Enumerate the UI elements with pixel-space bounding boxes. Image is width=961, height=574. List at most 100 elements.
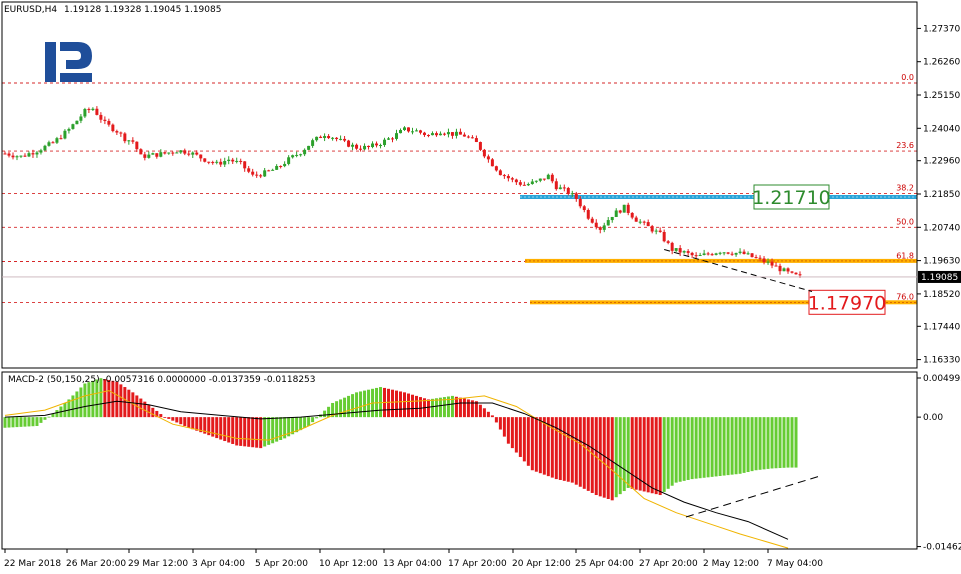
candle [247, 165, 251, 174]
macd-histogram-bar [295, 417, 299, 433]
macd-histogram-bar [714, 417, 718, 477]
candle [115, 129, 119, 136]
candle [502, 173, 506, 179]
macd-histogram-bar [558, 417, 562, 480]
fib-level-label: 23.6 [896, 141, 914, 150]
candle [327, 134, 331, 140]
macd-histogram-bar [127, 389, 131, 418]
macd-histogram-bar [650, 417, 654, 494]
y-tick-label: 1.19630 [923, 257, 960, 267]
candle [550, 173, 554, 184]
macd-histogram-bar [315, 417, 319, 419]
macd-histogram-bar [518, 417, 522, 457]
resistance-price-label: 1.21710 [752, 187, 831, 209]
resistance-price-box [753, 184, 830, 210]
macd-histogram-bar [379, 387, 383, 418]
macd-histogram-bar [183, 417, 187, 426]
macd-histogram-bar [430, 398, 434, 418]
candle [235, 157, 239, 164]
macd-histogram-bar [410, 394, 414, 418]
candle [31, 149, 35, 158]
candle [762, 256, 766, 265]
macd-histogram-bar [506, 417, 510, 444]
candle [626, 202, 630, 216]
candle [590, 216, 594, 224]
macd-histogram-bar [546, 417, 550, 477]
macd-histogram-bar [99, 378, 103, 418]
x-tick-label: 13 Apr 04:00 [383, 559, 442, 569]
candle [135, 141, 139, 153]
macd-histogram-bar [291, 417, 295, 435]
broker-logo [44, 38, 94, 86]
macd-histogram-bar [670, 417, 674, 486]
candle [399, 128, 403, 134]
trendlines [664, 249, 813, 292]
macd-histogram-bar [414, 395, 418, 418]
macd-y-tick-label: 0.00 [923, 413, 943, 423]
candle [275, 164, 279, 170]
candle [163, 152, 167, 155]
macd-histogram-bar [51, 413, 55, 418]
candle [47, 140, 51, 147]
candle [558, 184, 562, 190]
candle [406, 127, 410, 133]
candle [43, 144, 47, 151]
candle [287, 155, 291, 166]
candle [339, 135, 343, 141]
candle [538, 178, 542, 183]
candle [391, 137, 395, 143]
candle [442, 132, 446, 136]
macd-histogram-bar [466, 399, 470, 418]
candle [634, 215, 638, 222]
candle [127, 139, 131, 145]
candle [223, 157, 227, 167]
macd-histogram-bar [251, 417, 255, 448]
candle [159, 149, 163, 158]
macd-histogram-bar [387, 388, 391, 418]
candle [87, 107, 91, 114]
candle [654, 228, 658, 235]
macd-histogram-bar [263, 417, 267, 447]
macd-histogram-bar [239, 417, 243, 446]
candle [738, 248, 742, 255]
macd-histogram-bar [486, 411, 490, 418]
macd-histogram-bar [406, 393, 410, 418]
fib-level-label: 76.0 [896, 293, 914, 302]
candle [191, 151, 195, 159]
macd-histogram-bar [482, 408, 486, 418]
candle [466, 135, 470, 139]
macd-histogram-bar [39, 417, 43, 423]
macd-histogram-bar [323, 410, 327, 418]
macd-histogram-bar [610, 417, 614, 501]
macd-histogram-bar [87, 382, 91, 418]
macd-histogram-bar [710, 417, 714, 477]
macd-histogram-bar [327, 406, 331, 418]
candle [458, 128, 462, 135]
candle [662, 229, 666, 243]
candle [554, 178, 558, 191]
candle [371, 141, 375, 149]
y-tick-label: 1.16330 [923, 356, 960, 366]
macd-histogram-bar [678, 417, 682, 482]
x-tick-label: 3 Apr 04:00 [192, 559, 245, 569]
macd-histogram-bar [155, 410, 159, 418]
macd-histogram-bar [526, 417, 530, 466]
candle [530, 178, 534, 185]
macd-histogram-bar [27, 417, 31, 427]
fib-level-label: 61.8 [896, 252, 914, 261]
macd-histogram-bar [774, 417, 778, 469]
macd-histogram-bar [351, 394, 355, 418]
fib-level-label: 38.2 [896, 183, 914, 192]
candle [686, 249, 690, 256]
macd-histogram-bar [626, 417, 630, 488]
macd-histogram-bar [570, 417, 574, 483]
candle [151, 152, 155, 155]
macd-histogram-bar [223, 417, 227, 442]
candle [279, 165, 283, 169]
y-tick-label: 1.20740 [923, 223, 960, 233]
macd-histogram-bar [203, 417, 207, 434]
macd-histogram-bar [47, 416, 51, 418]
macd-histogram-bar [450, 395, 454, 418]
candle [770, 258, 774, 269]
macd-histogram-bar [35, 417, 39, 426]
